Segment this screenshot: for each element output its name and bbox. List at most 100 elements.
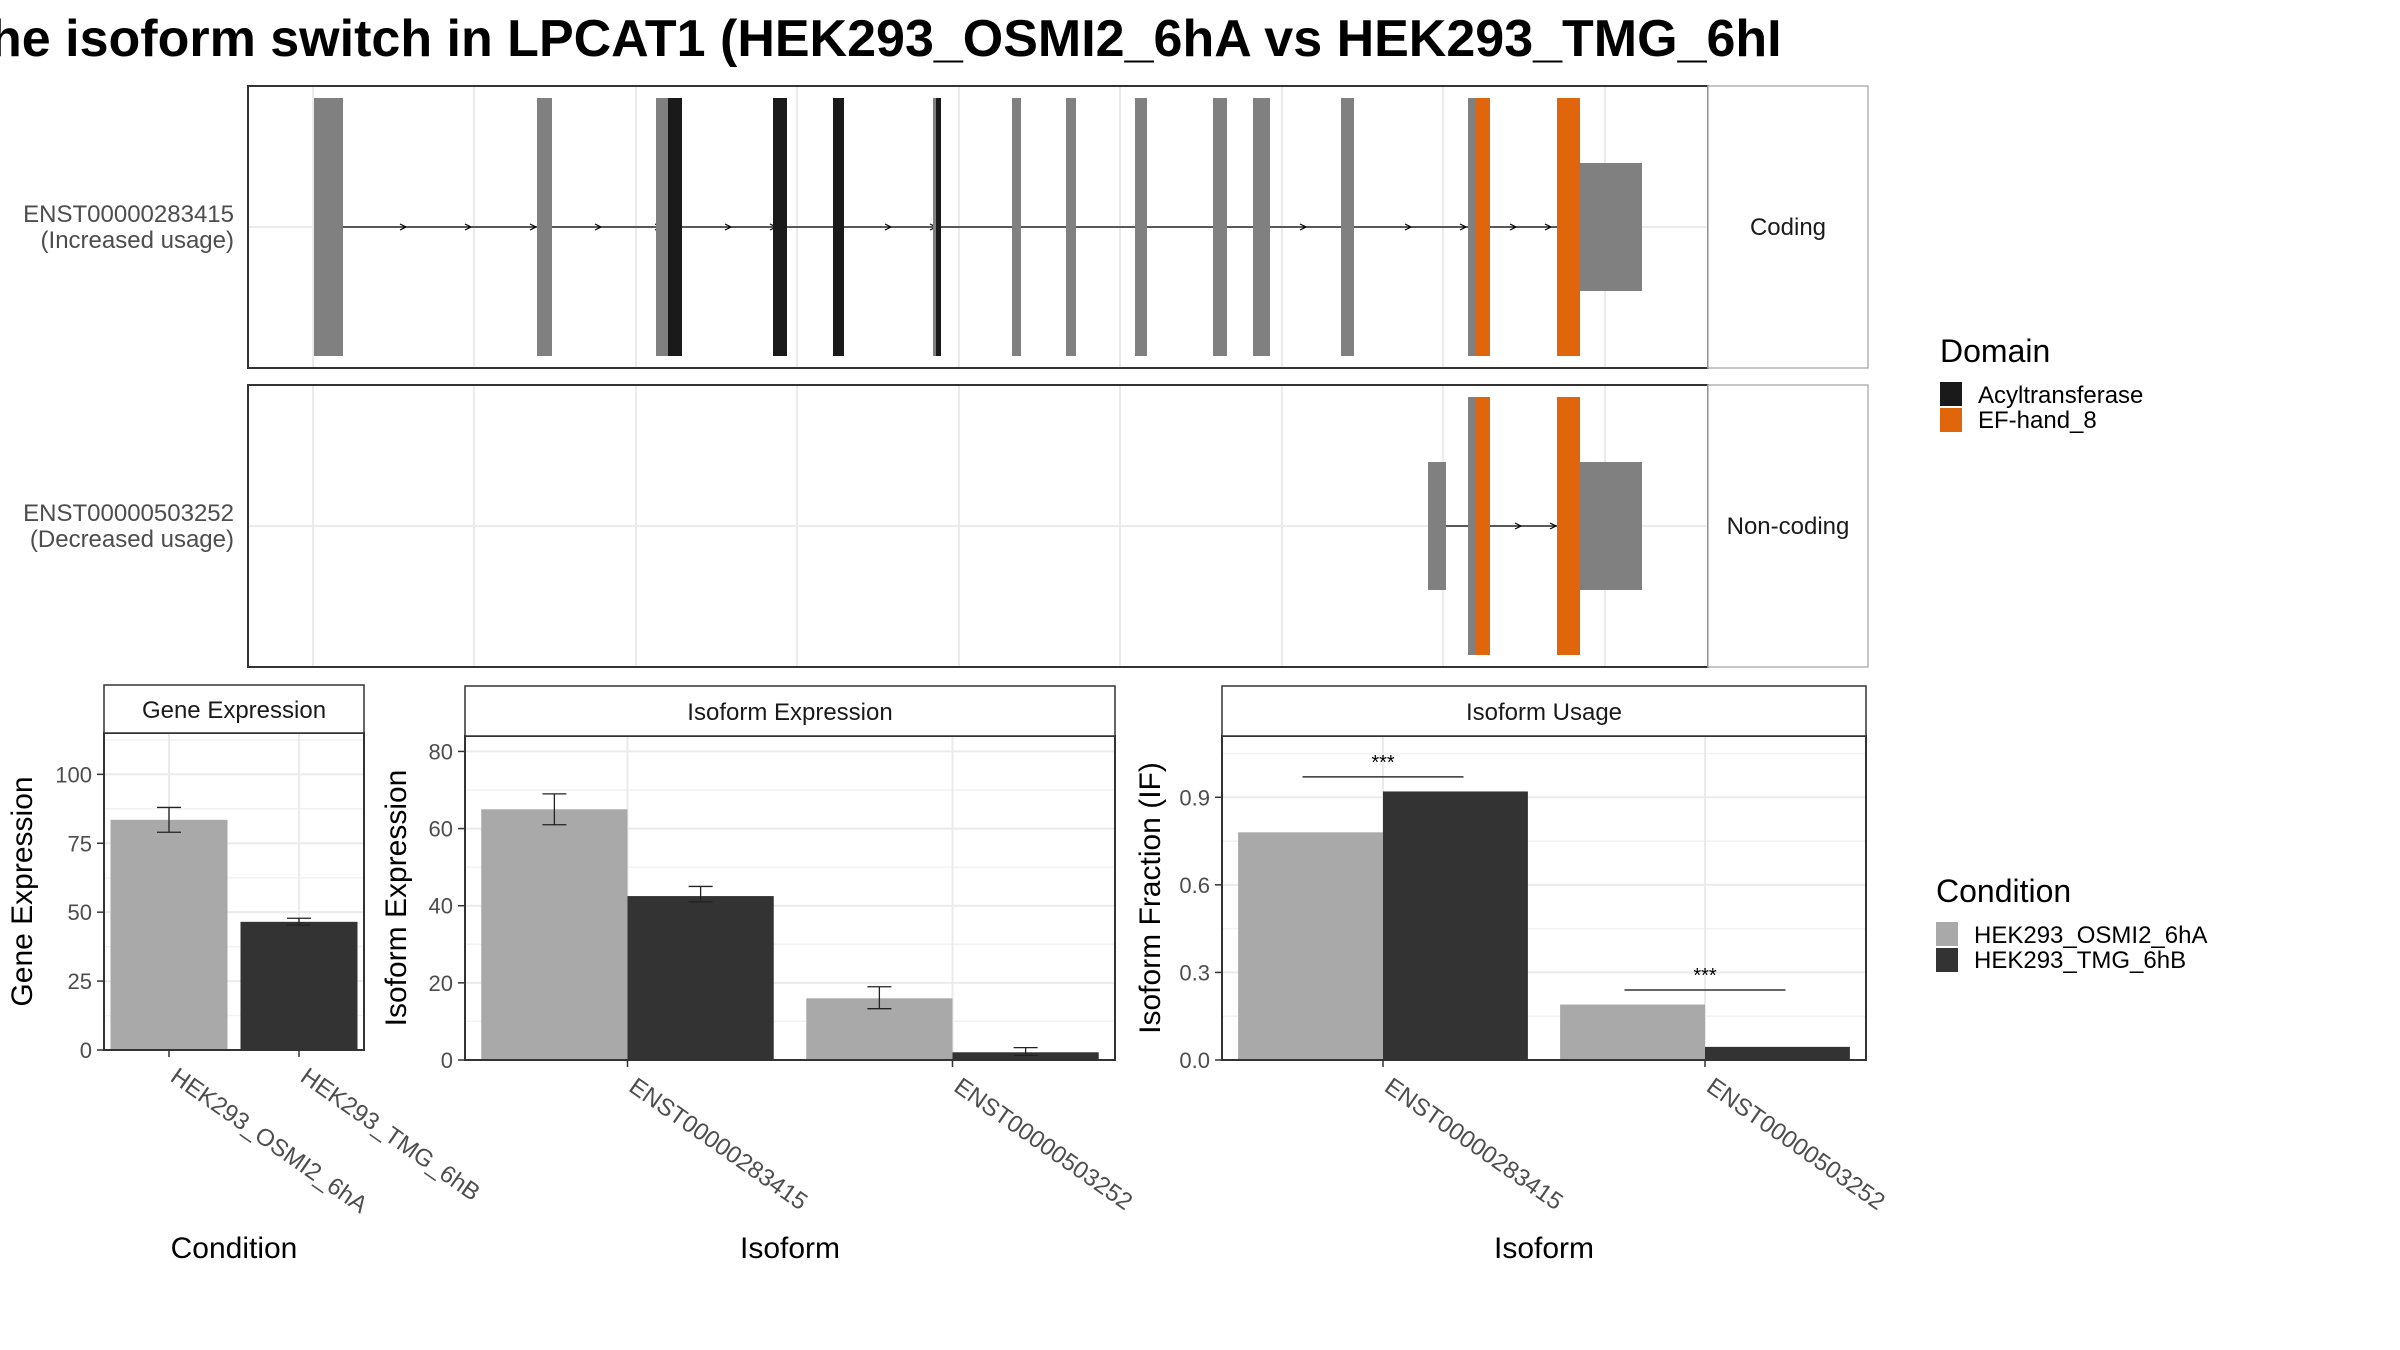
- intron-arrow: [1459, 223, 1468, 231]
- bar: [1705, 1046, 1850, 1060]
- y-tick-label: 80: [429, 739, 453, 764]
- bar: [627, 896, 774, 1060]
- category-label: Coding: [1750, 214, 1826, 241]
- panel-strip: [103, 684, 365, 734]
- exon: [1341, 98, 1354, 356]
- intron-arrow: [464, 223, 473, 231]
- y-tick-label: 100: [55, 762, 92, 787]
- y-tick-label: 50: [68, 900, 92, 925]
- y-tick-label: 0.9: [1179, 785, 1210, 810]
- transcript-usage-label: (Increased usage): [41, 227, 234, 254]
- exon: [1428, 462, 1446, 590]
- gene-structure-panels: Coding ENST00000283415(Increased usage) No…: [23, 85, 1869, 668]
- significance-label: ***: [1371, 752, 1395, 774]
- intron-arrow: [1544, 223, 1553, 231]
- exon: [1253, 98, 1270, 356]
- legend-label-osmi2: HEK293_OSMI2_6hA: [1974, 922, 2207, 949]
- exon-utr: [314, 163, 332, 291]
- domain-region-ef-hand-8: [1557, 397, 1580, 655]
- y-tick-label: 0.0: [1179, 1048, 1210, 1073]
- y-tick-label: 0.6: [1179, 873, 1210, 898]
- exon: [1580, 462, 1642, 590]
- domain-region-acyltransferase: [668, 98, 682, 356]
- significance-label: ***: [1693, 965, 1717, 987]
- panel-strip: [1707, 384, 1869, 668]
- exon: [1580, 163, 1642, 291]
- intron-arrow: [594, 223, 603, 231]
- exon: [1066, 98, 1076, 356]
- legend-label-ef-hand-8: EF-hand_8: [1978, 407, 2097, 434]
- domain-region-ef-hand-8: [1476, 98, 1490, 356]
- y-tick-label: 60: [429, 817, 453, 842]
- transcript-id-label: ENST00000503252: [23, 500, 234, 527]
- panel-strip: [1221, 685, 1867, 737]
- transcript-id-label: ENST00000283415: [23, 201, 234, 228]
- domain-region-acyltransferase: [833, 98, 844, 356]
- exon: [1135, 98, 1147, 356]
- y-axis-title: Gene Expression: [6, 776, 39, 1006]
- y-tick-label: 0: [80, 1038, 92, 1063]
- intron-arrow: [399, 223, 408, 231]
- bar: [1383, 791, 1528, 1060]
- domain-region-ef-hand-8: [1557, 98, 1580, 356]
- legend-key-tmg: [1936, 948, 1958, 972]
- y-tick-label: 0.3: [1179, 960, 1210, 985]
- panel-strip-label: Isoform Usage: [1466, 699, 1622, 726]
- panel-strip-label: Gene Expression: [142, 697, 326, 724]
- exon: [1012, 98, 1021, 356]
- domain-region-acyltransferase: [773, 98, 787, 356]
- bar: [952, 1052, 1099, 1060]
- x-tick-label: ENST00000283415: [1380, 1073, 1568, 1216]
- figure-title: he isoform switch in LPCAT1 (HEK293_OSMI…: [0, 10, 1782, 68]
- condition-legend-title: Condition: [1936, 873, 2071, 909]
- transcript-panel-ENST00000503252: Non-coding ENST00000503252(Decreased usag…: [23, 384, 1869, 668]
- bar: [481, 809, 628, 1060]
- bar: [1238, 832, 1383, 1060]
- intron-arrow: [1514, 522, 1523, 530]
- exon: [1213, 98, 1227, 356]
- x-tick-label: ENST00000503252: [949, 1073, 1137, 1216]
- intron-arrow: [1404, 223, 1413, 231]
- condition-legend: Condition HEK293_OSMI2_6hA HEK293_TMG_6h…: [1936, 873, 2207, 974]
- bar: [1560, 1004, 1705, 1060]
- panel-strip: [464, 685, 1116, 737]
- domain-legend-title: Domain: [1940, 333, 2050, 369]
- legend-key-osmi2: [1936, 922, 1958, 946]
- x-tick-label: ENST00000283415: [624, 1073, 812, 1216]
- y-tick-label: 25: [68, 969, 92, 994]
- y-tick-label: 75: [68, 831, 92, 856]
- y-axis-title: Isoform Fraction (IF): [1134, 762, 1167, 1034]
- x-axis-title: Isoform: [740, 1232, 840, 1265]
- intron-arrow: [529, 223, 538, 231]
- panel-strip-label: Isoform Expression: [687, 699, 892, 726]
- y-tick-label: 40: [429, 894, 453, 919]
- domain-legend: Domain Acyltransferase EF-hand_8: [1940, 333, 2143, 434]
- bar: [110, 819, 228, 1050]
- intron-arrow: [724, 223, 733, 231]
- legend-key-ef-hand-8: [1940, 408, 1962, 432]
- intron-arrow: [1299, 223, 1308, 231]
- legend-label-acyltransferase: Acyltransferase: [1978, 382, 2143, 409]
- transcript-panel-ENST00000283415: Coding ENST00000283415(Increased usage): [23, 85, 1869, 369]
- y-axis-title: Isoform Expression: [380, 770, 413, 1027]
- panel-strip: [1707, 85, 1869, 369]
- x-axis-title: Isoform: [1494, 1232, 1594, 1265]
- transcript-usage-label: (Decreased usage): [30, 526, 234, 553]
- panel-isoform-expression: 0 20 40 60 80 Isoform Expression ENST000002834…: [380, 685, 1137, 1265]
- legend-label-tmg: HEK293_TMG_6hB: [1974, 947, 2186, 974]
- panel-isoform-usage: 0.0 0.3 0.6 0.9 *** *** Isoform Usage ENST00000…: [1134, 685, 1890, 1265]
- bar: [240, 921, 358, 1050]
- exon: [537, 98, 552, 356]
- y-tick-label: 0: [441, 1048, 453, 1073]
- x-tick-label: ENST00000503252: [1702, 1073, 1890, 1216]
- y-tick-label: 20: [429, 971, 453, 996]
- intron-arrow: [884, 223, 893, 231]
- domain-region-acyltransferase: [936, 98, 941, 356]
- intron-arrow: [1509, 223, 1518, 231]
- category-label: Non-coding: [1727, 513, 1850, 540]
- domain-region-ef-hand-8: [1476, 397, 1490, 655]
- x-axis-title: Condition: [171, 1232, 298, 1265]
- intron-arrow: [1549, 522, 1558, 530]
